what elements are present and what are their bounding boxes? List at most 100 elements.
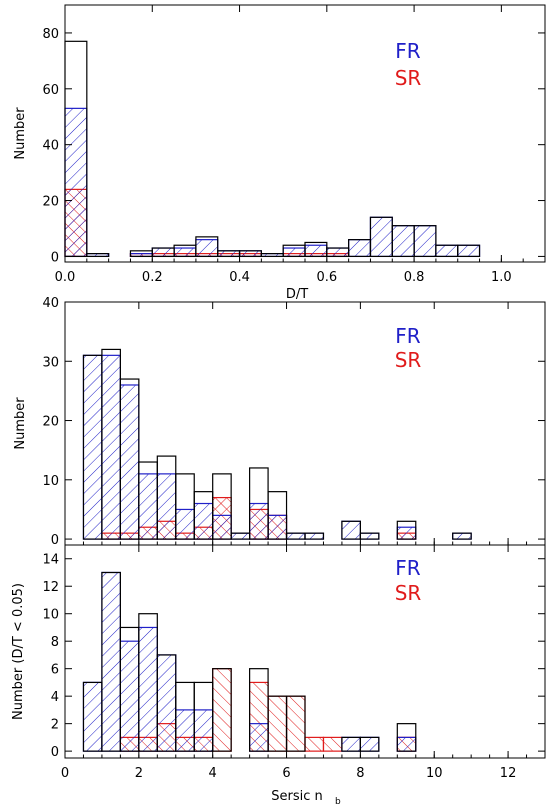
x-tick-label: 0.8 [404,270,425,285]
y-tick-label: 6 [51,663,59,678]
fr-bar [156,654,177,752]
fr-bar [326,247,350,258]
fr-bar [369,216,393,258]
fr-bar [193,709,214,752]
fr-bar [341,736,361,752]
fr-bar [435,244,459,258]
x-tick-label: 2 [135,766,143,781]
all-bar [452,532,472,540]
all-bar [267,491,288,540]
fr-bar [282,247,306,258]
all-bar [304,532,325,540]
all-bar [285,695,306,752]
x-tick-label: 4 [209,766,217,781]
panel-sersic-lowdt-histogram: 0 2 4 6 8 10 12 0 2 4 6 8 10 12 14 Number (D/T < 0.05) S… [11,544,546,807]
legend-fr: FR [395,324,421,348]
legend-fr: FR [395,556,421,580]
sr-bar [285,695,306,752]
fr-bar [230,532,251,540]
all-bar [457,244,481,258]
y-tick-label: 20 [42,415,59,430]
fr-bar [391,225,415,258]
x-tick-label: 0 [61,766,69,781]
fr-bar [195,239,219,258]
x-tick-label: 0.2 [142,270,163,285]
fr-bar [138,626,158,752]
fr-bar [193,502,214,540]
fr-bar [238,250,262,258]
fr-bar [249,723,269,752]
fr-bar [119,384,140,540]
sr-bar [267,695,288,752]
fr-bar [359,736,380,752]
y-tick-label: 60 [42,83,59,98]
fr-bar [249,502,269,540]
y-tick-label: 8 [51,635,59,650]
fr-bar [304,244,328,258]
fr-bar [341,520,361,540]
legend-sr: SR [395,348,422,372]
fr-bar [452,532,472,540]
fr-bar [304,532,325,540]
y-tick-label: 10 [42,474,59,489]
fr-bar [359,532,380,540]
y-tick-label: 12 [42,580,59,595]
fr-bar [82,354,103,540]
x-axis-label: D/T [286,287,308,302]
fr-bar [285,532,306,540]
y-tick-label: 10 [42,608,59,623]
sr-bar [322,736,343,752]
fr-bar [217,250,241,258]
all-bar [396,520,417,540]
y-axis-label: Number [13,397,28,450]
fr-bar [457,244,481,258]
fr-bar [119,640,140,752]
fr-bar [173,247,197,258]
all-bar [195,236,219,258]
fr-bar [175,508,195,540]
fr-bar [82,681,103,752]
all-bar [86,253,110,258]
x-tick-label: 6 [282,766,290,781]
fr-bar [175,709,195,752]
x-tick-label: 10 [426,766,443,781]
fr-bar [156,473,177,540]
sr-bar [304,736,325,752]
all-bar [396,723,417,752]
fr-bar [212,514,232,540]
x-tick-label: 8 [356,766,364,781]
plot-frame [64,4,546,263]
legend-fr: FR [395,39,421,63]
panel-dt-histogram: 0.0 0.2 0.4 0.6 0.8 1.0 0 20 40 60 80 Number D/T FR SR [13,4,546,302]
y-tick-label: 14 [42,553,59,568]
y-tick-label: 20 [42,195,59,210]
x-tick-label: 0.0 [55,270,76,285]
sr-bar [212,668,232,752]
y-tick-label: 4 [51,690,59,705]
y-axis-label: Number (D/T < 0.05) [11,583,26,720]
fr-bar [413,225,437,258]
y-axis-label: Number [13,107,28,160]
x-tick-label: 1.0 [491,270,512,285]
all-bar [413,225,437,258]
fr-bar [138,473,158,540]
fr-bar [348,239,372,258]
fr-bar [396,526,417,540]
fr-bar [101,354,121,540]
fr-bar [151,247,175,258]
y-tick-label: 0 [51,250,59,265]
legend-sr: SR [395,66,422,90]
x-axis-label: Sersic n [271,789,323,804]
fr-bar [396,736,417,752]
y-tick-label: 0 [51,533,59,548]
y-tick-label: 40 [42,296,59,311]
x-tick-label: 0.6 [316,270,337,285]
y-tick-label: 2 [51,718,59,733]
all-bar [341,520,361,540]
y-tick-label: 30 [42,355,59,370]
y-tick-label: 80 [42,27,59,42]
all-bar [212,668,232,752]
all-bar [359,736,380,752]
